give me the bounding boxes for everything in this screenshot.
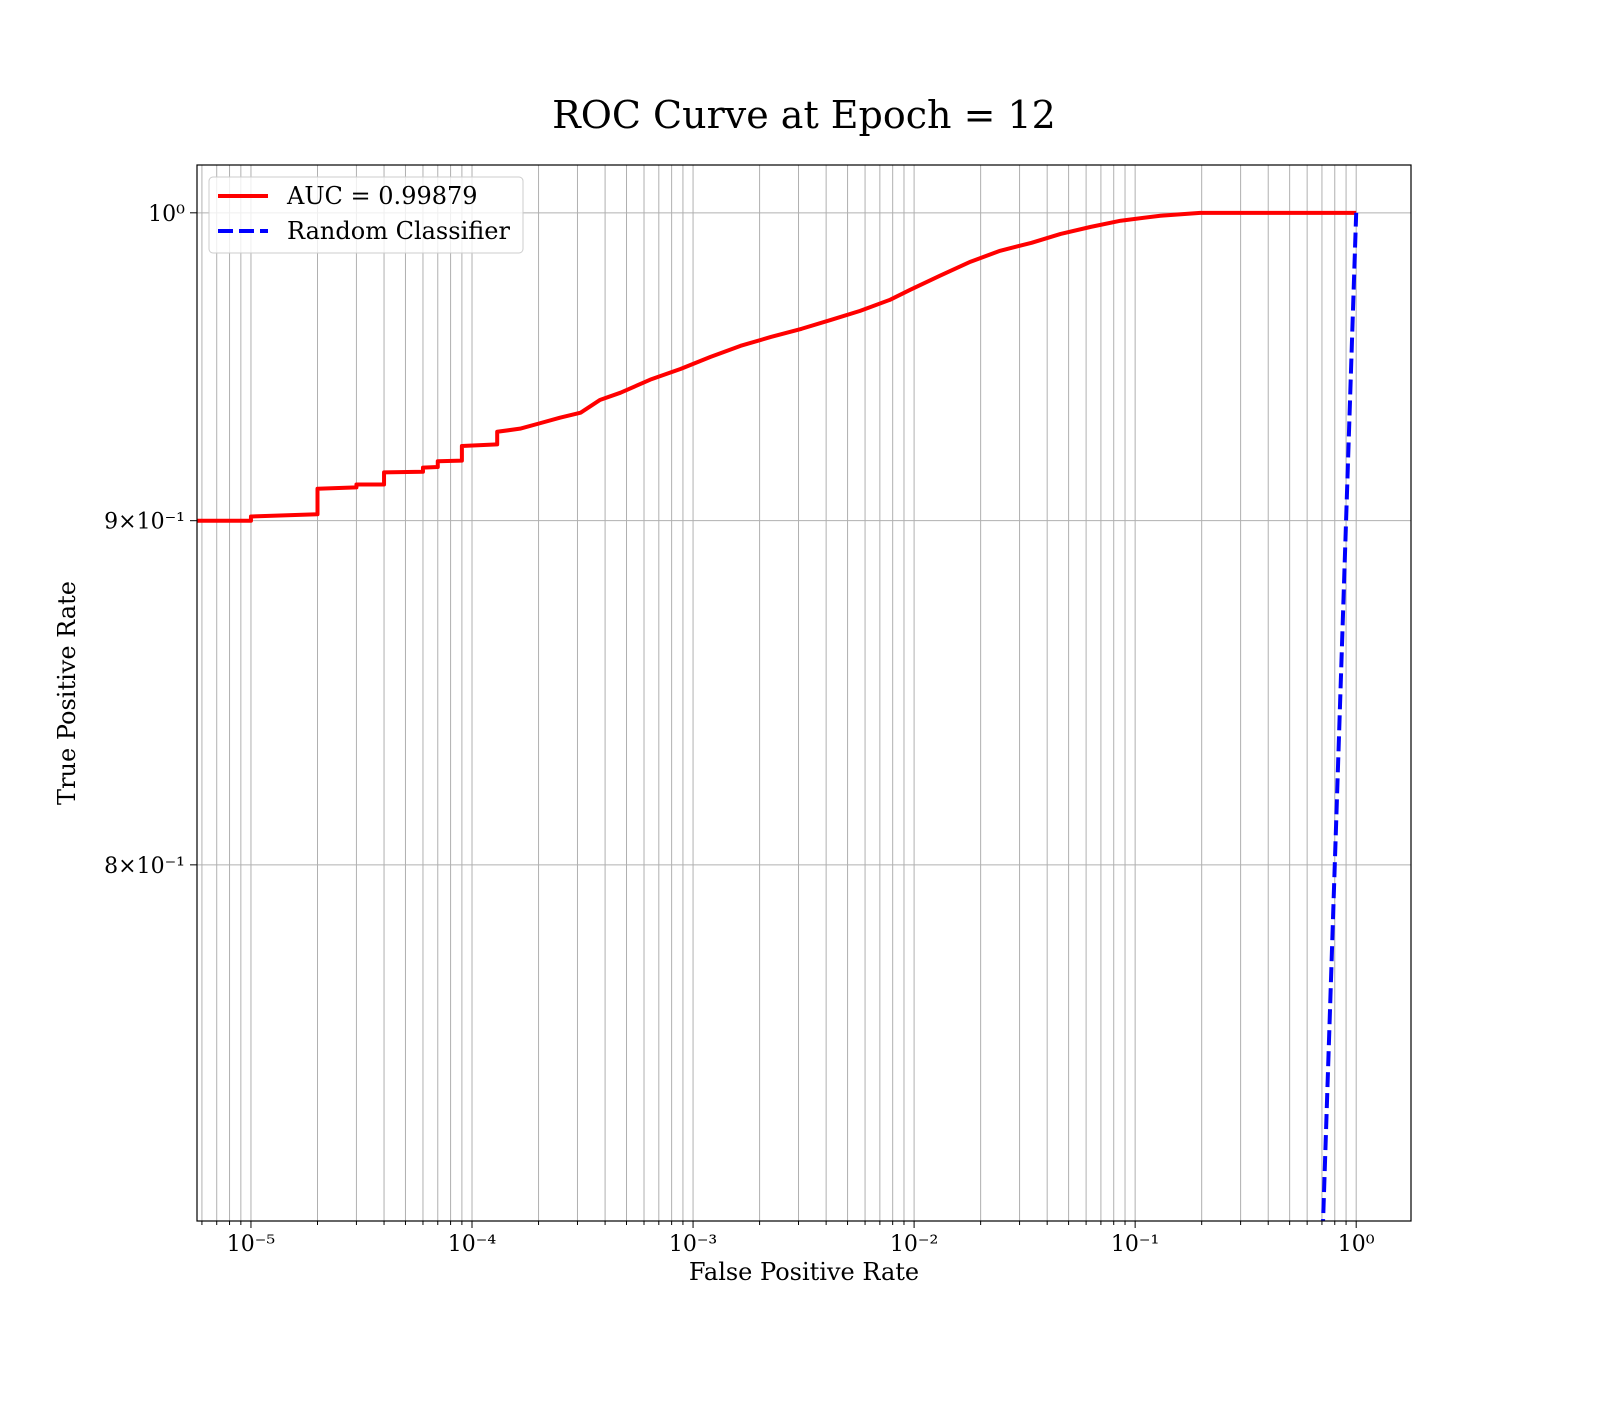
legend: AUC = 0.99879 Random Classifier bbox=[208, 176, 524, 254]
x-tick-label: 10⁰ bbox=[1338, 1232, 1375, 1257]
series-line bbox=[1321, 212, 1359, 1221]
series-line bbox=[197, 210, 1357, 523]
x-tick-label: 10⁻³ bbox=[669, 1232, 717, 1257]
plot-frame bbox=[196, 164, 1412, 1222]
legend-box bbox=[208, 176, 524, 254]
axes: 10⁻⁵ 10⁻⁴ 10⁻³ 10⁻² 10⁻¹ 10⁰ 10⁰ 9×10⁻¹ 8×10⁻¹ bbox=[104, 202, 1375, 1257]
x-tick-label: 10⁻⁵ bbox=[227, 1232, 275, 1257]
x-tick-label: 10⁻¹ bbox=[1111, 1232, 1159, 1257]
y-tick-label: 8×10⁻¹ bbox=[104, 854, 185, 879]
y-tick-label: 10⁰ bbox=[148, 202, 185, 227]
x-tick-label: 10⁻⁴ bbox=[448, 1232, 497, 1257]
plot-lines bbox=[197, 210, 1359, 1221]
grid bbox=[197, 165, 1411, 1221]
y-tick-label: 9×10⁻¹ bbox=[104, 510, 185, 535]
legend-label: Random Classifier bbox=[287, 217, 510, 245]
y-axis-label: True Positive Rate bbox=[53, 581, 81, 805]
chart-title: ROC Curve at Epoch = 12 bbox=[552, 93, 1056, 137]
x-tick-label: 10⁻² bbox=[890, 1232, 938, 1257]
legend-label: AUC = 0.99879 bbox=[286, 182, 478, 210]
x-axis-label: False Positive Rate bbox=[689, 1258, 919, 1286]
